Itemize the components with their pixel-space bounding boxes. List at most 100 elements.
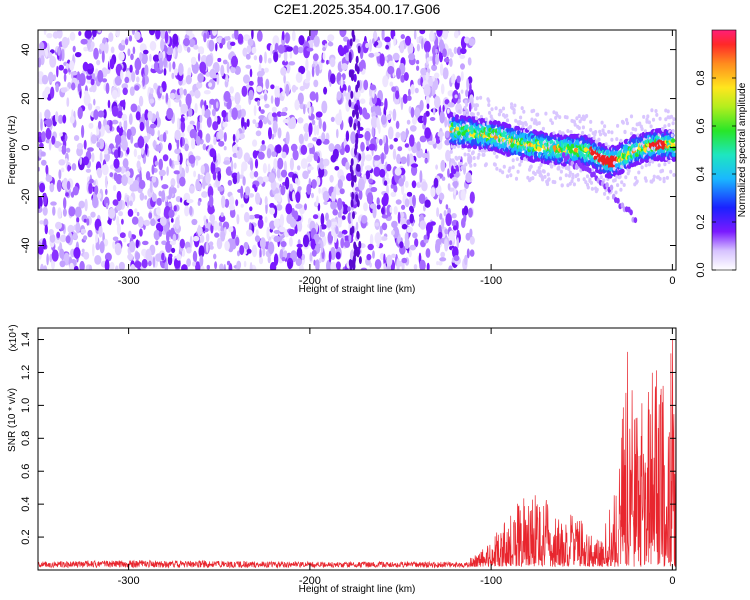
snr-y-multiplier: (x10⁴)	[8, 324, 19, 351]
spectrogram-ridge-halo	[463, 152, 467, 157]
spectrogram-cell	[358, 189, 363, 200]
spectrogram-cell	[368, 143, 376, 151]
spectrogram-ridge-halo	[498, 168, 502, 173]
spectrogram-cell	[285, 203, 293, 215]
spectrogram-cell	[230, 41, 236, 46]
spectrogram-cell	[306, 47, 314, 52]
spectrogram-cell	[227, 179, 233, 186]
spectrogram-ridge-halo	[612, 166, 617, 171]
spectrogram-cell	[262, 163, 267, 174]
spectrogram-cell	[152, 256, 156, 268]
spectrogram-cell	[195, 178, 200, 192]
spectrogram-cell	[69, 31, 76, 41]
spectrogram-ridge-cell	[515, 125, 521, 131]
spectrogram-cell	[421, 38, 424, 50]
spectrogram-cell	[294, 224, 298, 235]
spectrogram-ridge-halo	[555, 113, 559, 118]
spectrogram-cell	[149, 53, 152, 62]
spectrogram-cell	[452, 168, 457, 174]
spectrogram-cell	[327, 34, 335, 42]
spectrogram-branch-cell	[616, 197, 620, 204]
spectrogram-ridge-halo	[452, 144, 457, 149]
spectrogram-cell	[196, 118, 200, 132]
spectrogram-cell	[426, 103, 430, 110]
spectrogram-cell	[174, 148, 182, 155]
spectrogram-cell	[149, 180, 153, 193]
spectrogram-ridge-halo	[464, 99, 468, 104]
spectrogram-cell	[341, 204, 349, 215]
spectrogram-cell	[144, 195, 148, 200]
spectrogram-cell	[83, 46, 88, 52]
spectrogram-cell	[137, 216, 144, 228]
spectrogram-cell	[118, 211, 123, 217]
spectrogram-cell	[386, 172, 389, 179]
spectrogram-cell	[168, 209, 175, 218]
spectrogram-cell	[419, 99, 424, 111]
spectrogram-cell	[419, 220, 427, 230]
spectrogram-cell	[297, 220, 303, 232]
spectrogram-cell	[355, 194, 359, 202]
spectrogram-ridge-halo	[467, 148, 471, 153]
spectrogram-cell	[171, 187, 177, 194]
spectrogram-cell	[135, 68, 140, 76]
spectrogram-cell	[273, 205, 278, 219]
spectrogram-ridge-halo	[637, 170, 641, 175]
spectrogram-ridge-halo	[475, 96, 479, 101]
spectrogram-ridge-halo	[577, 126, 581, 130]
spectrogram-cell	[229, 208, 236, 219]
spectrogram-ridge-halo	[666, 109, 670, 114]
spectrogram-cell	[322, 121, 327, 132]
spectrogram-cell	[46, 253, 49, 266]
spectrogram-cell	[163, 57, 168, 68]
spectrogram-cell	[83, 235, 88, 241]
spectrogram-cell	[441, 176, 446, 181]
spectrogram-cell	[439, 132, 443, 143]
spectrogram-cell	[385, 44, 389, 50]
spectrogram-cell	[389, 81, 394, 87]
spectrogram-cell	[460, 71, 464, 81]
spectrogram-cell	[227, 111, 231, 123]
spectrogram-ridge-cell	[568, 148, 574, 154]
spectrogram-cell	[423, 234, 428, 240]
spectrogram-ridge-halo	[670, 133, 674, 138]
spectrogram-ridge-halo	[472, 156, 476, 160]
spectrogram-cell	[307, 142, 314, 149]
spectrogram-cell	[383, 253, 386, 266]
spectrogram-cell	[156, 197, 162, 206]
spectrogram-ridge-halo	[577, 114, 581, 119]
spectrogram-cell	[56, 231, 61, 239]
spectrogram-cell	[76, 142, 84, 150]
spectrogram-cell	[282, 60, 288, 66]
spectrogram-ridge-halo	[587, 133, 591, 138]
spectrogram-cell	[356, 133, 364, 139]
spectrogram-cell	[169, 158, 172, 167]
spectrogram-cell	[283, 74, 286, 84]
spectrogram-ridge-halo	[640, 165, 644, 170]
spectrogram-ridge-halo	[535, 121, 539, 126]
spectrogram-cell	[268, 127, 272, 140]
spectrogram-cell	[168, 202, 172, 208]
spectrogram-cell	[421, 152, 429, 159]
spectrogram-cell	[370, 115, 378, 129]
spectrogram-cell	[440, 161, 445, 168]
spectrogram-ridge-halo	[627, 168, 631, 173]
spectrogram-cell	[281, 30, 285, 41]
spectrogram-cell	[79, 260, 85, 270]
spectrogram-ridge-halo	[518, 162, 522, 167]
spectrogram-cell	[392, 52, 400, 61]
spectrogram-cell	[49, 182, 55, 193]
spectrogram-cell	[442, 104, 445, 113]
figure-title: C2E1.2025.354.00.17.G06	[274, 1, 441, 17]
spectrogram-cell	[228, 204, 235, 211]
spectrogram-ridge-halo	[457, 144, 461, 149]
spectrogram-cell	[359, 98, 366, 104]
spectrogram-branch-cell	[629, 209, 633, 216]
spectrogram-cell	[264, 216, 268, 223]
spectrogram-cell	[125, 170, 131, 178]
spectrogram-cell	[358, 153, 362, 162]
spectrogram-cell	[380, 152, 385, 165]
spectrogram-cell	[139, 192, 145, 201]
spectrogram-cell	[320, 213, 325, 226]
spectrogram-cell	[397, 146, 403, 152]
spectrogram-x-ticks: -300 -200 -100 0	[118, 30, 675, 287]
